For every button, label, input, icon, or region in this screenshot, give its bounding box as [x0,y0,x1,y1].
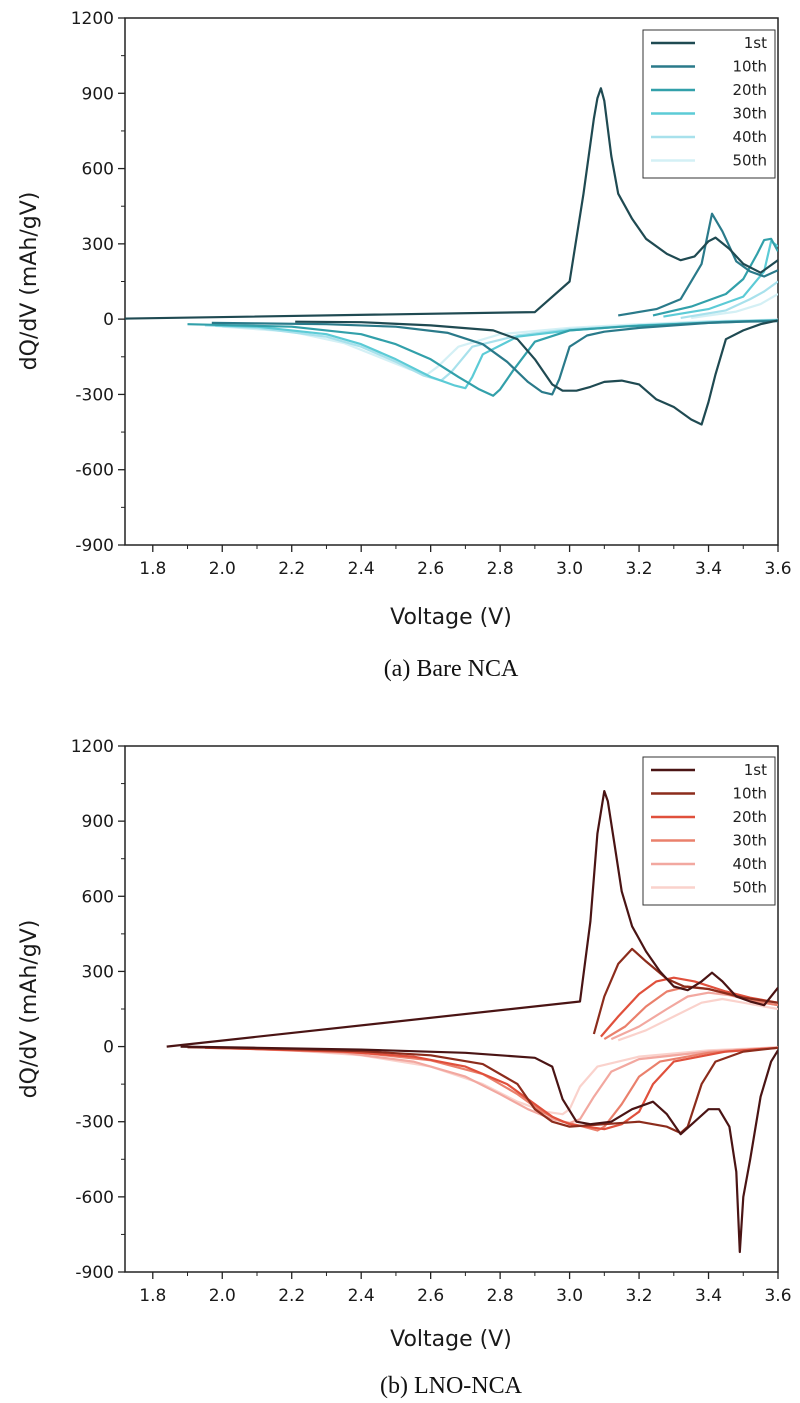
x-tick-label: 2.6 [417,559,444,579]
legend-label-10th: 10th [733,58,767,76]
x-tick-label: 2.8 [487,559,514,579]
series-line-1st-discharge [295,319,778,426]
series-line-30th-charge [663,240,778,318]
x-tick-label: 3.4 [695,559,722,579]
legend-label-1st: 1st [744,34,767,52]
x-tick-label: 1.8 [139,1286,166,1306]
series-line-1st-discharge [180,1045,778,1254]
x-axis-title-a: Voltage (V) [390,605,512,630]
legend-label-40th: 40th [733,855,767,873]
series-group-b [166,790,778,1254]
legend-label-20th: 20th [733,81,767,99]
y-axis-title-b: dQ/dV (mAh/gV) [17,920,42,1099]
y-tick-label: 600 [82,887,114,907]
chart-a: 1.8 2.0 2.2 2.4 2.6 2.8 3.0 3.2 3.4 3.6 -900 -600 -3… [17,9,792,682]
legend-box [642,756,776,906]
series-line-40th-charge [680,280,778,319]
y-tick-label: 0 [103,310,114,330]
x-tick-label: 3.4 [695,1286,722,1306]
series-line-50th-charge [691,293,778,319]
ticks-a: 1.8 2.0 2.2 2.4 2.6 2.8 3.0 3.2 3.4 3.6 -900 -600 -3… [71,9,792,579]
y-tick-label: -600 [75,461,114,481]
series-line-40th-discharge [208,1046,778,1125]
x-tick-label: 3.6 [764,1286,791,1306]
legend-label-30th: 30th [733,105,767,123]
x-tick-label: 2.0 [209,1286,236,1306]
x-tick-label: 2.2 [278,559,305,579]
y-tick-label: 0 [103,1038,114,1058]
legend-label-40th: 40th [733,128,767,146]
y-tick-label: 300 [82,235,114,255]
x-tick-label: 3.2 [626,1286,653,1306]
legend-label-30th: 30th [733,832,767,850]
series-line-10th-charge [618,212,778,317]
x-tick-label: 2.2 [278,1286,305,1306]
y-tick-label: 600 [82,160,114,180]
ticks-b: 1.8 2.0 2.2 2.4 2.6 2.8 3.0 3.2 3.4 3.6 -900 -600 -3… [71,737,792,1306]
series-group-a [125,87,778,426]
y-tick-label: 900 [82,84,114,104]
y-tick-label: -900 [75,1263,114,1283]
x-axis-title-b: Voltage (V) [390,1327,512,1352]
x-tick-label: 3.0 [556,1286,583,1306]
y-tick-label: -300 [75,385,114,405]
series-line-50th-discharge [222,318,778,376]
legend-label-50th: 50th [733,879,767,897]
y-tick-label: 900 [82,812,114,832]
y-tick-label: -600 [75,1188,114,1208]
x-tick-label: 3.6 [764,559,791,579]
series-line-1st-charge [166,790,778,1048]
series-line-10th-discharge [211,320,778,396]
series-line-1st-charge [125,87,778,320]
series-line-20th-charge [600,976,778,1038]
x-tick-label: 2.0 [209,559,236,579]
chart-b: 1.8 2.0 2.2 2.4 2.6 2.8 3.0 3.2 3.4 3.6 -900 -600 -3… [17,737,792,1399]
legend-label-20th: 20th [733,808,767,826]
caption-b: (b) LNO-NCA [380,1373,523,1399]
x-tick-label: 2.4 [348,559,375,579]
x-tick-label: 2.8 [487,1286,514,1306]
y-axis-title-a: dQ/dV (mAh/gV) [17,192,42,371]
y-tick-label: -300 [75,1113,114,1133]
x-tick-label: 3.2 [626,559,653,579]
series-line-20th-discharge [204,1046,778,1131]
x-tick-label: 2.6 [417,1286,444,1306]
legend-a: 1st 10th 20th 30th 40th 50th [642,29,776,179]
y-tick-label: 300 [82,962,114,982]
legend-label-10th: 10th [733,785,767,803]
x-tick-label: 2.4 [348,1286,375,1306]
series-line-10th-charge [592,947,778,1035]
legend-b: 1st 10th 20th 30th 40th 50th [642,756,776,906]
x-tick-label: 3.0 [556,559,583,579]
series-line-50th-charge [617,997,778,1042]
series-line-10th-discharge [187,1046,778,1135]
legend-box [642,29,776,179]
y-tick-label: 1200 [71,9,114,29]
y-tick-label: -900 [75,536,114,556]
x-tick-label: 1.8 [139,559,166,579]
legend-label-1st: 1st [744,761,767,779]
series-line-20th-discharge [187,319,778,397]
y-tick-label: 1200 [71,737,114,757]
caption-a: (a) Bare NCA [384,656,519,682]
legend-label-50th: 50th [733,152,767,170]
